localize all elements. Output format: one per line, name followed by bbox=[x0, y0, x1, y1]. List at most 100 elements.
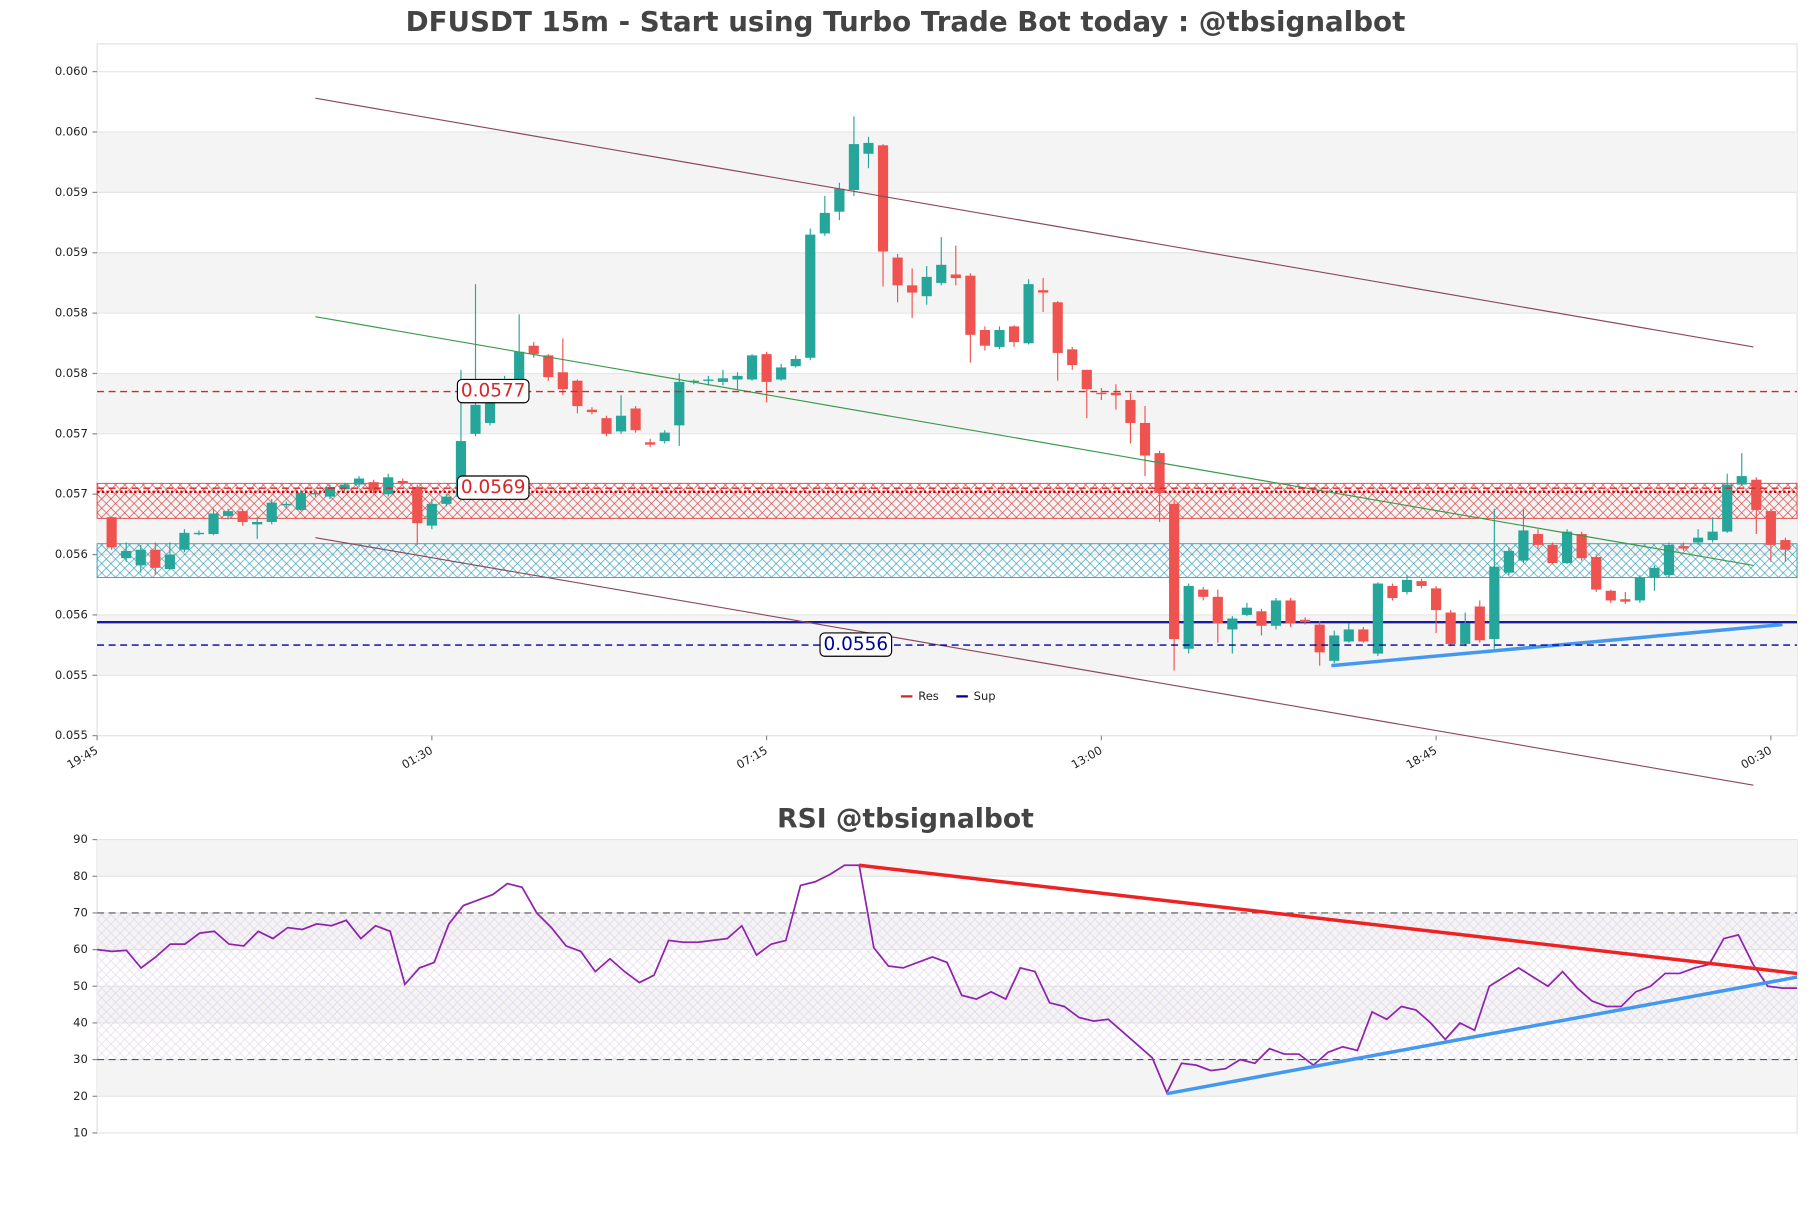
y-tick-label: 0.060 bbox=[55, 64, 88, 78]
candle-body bbox=[1314, 624, 1325, 653]
y-tick-label: 0.055 bbox=[55, 728, 88, 742]
candle-body bbox=[222, 511, 234, 516]
band bbox=[97, 252, 1798, 314]
candle-body bbox=[1212, 596, 1223, 624]
candle-body bbox=[193, 532, 205, 535]
candle-body bbox=[1343, 629, 1354, 642]
candle-body bbox=[572, 380, 583, 407]
candle-body bbox=[1241, 607, 1252, 615]
trend-line bbox=[1166, 975, 1798, 1096]
candle-body bbox=[237, 511, 248, 522]
candle-body bbox=[921, 276, 932, 297]
candle-body bbox=[994, 330, 1005, 347]
candle-body bbox=[557, 372, 568, 390]
candle-body bbox=[1532, 534, 1544, 545]
y-tick-label: 70 bbox=[73, 905, 88, 919]
candle-body bbox=[1038, 290, 1049, 293]
candle-body bbox=[615, 415, 627, 432]
candle-body bbox=[965, 275, 976, 335]
y-tick-label: 0.057 bbox=[55, 426, 88, 440]
candle-body bbox=[586, 409, 598, 413]
candle-body bbox=[441, 496, 452, 504]
level-label: 0.0556 bbox=[824, 634, 889, 655]
candle-body bbox=[1431, 588, 1442, 611]
candle-body bbox=[1489, 566, 1500, 640]
level-label-box bbox=[456, 475, 530, 500]
candle-body bbox=[514, 351, 525, 381]
candle-body bbox=[950, 274, 961, 279]
candle-body bbox=[353, 478, 365, 485]
level-label: 0.0577 bbox=[461, 381, 526, 402]
candle-body bbox=[834, 188, 845, 212]
candle-body bbox=[819, 212, 830, 234]
y-tick-label: 10 bbox=[73, 1125, 88, 1139]
candle-body bbox=[907, 285, 918, 293]
candle-body bbox=[1707, 531, 1718, 541]
y-tick-label: 0.057 bbox=[55, 487, 88, 501]
candle-body bbox=[659, 432, 670, 442]
candle-body bbox=[1518, 530, 1529, 561]
candle-body bbox=[164, 554, 175, 570]
level-label-box bbox=[819, 632, 893, 657]
candle-body bbox=[1023, 284, 1034, 344]
y-tick-label: 90 bbox=[73, 832, 88, 846]
candle-body bbox=[1692, 537, 1704, 543]
zone bbox=[96, 482, 1798, 519]
candle-body bbox=[1401, 579, 1413, 592]
candle-body bbox=[805, 234, 816, 358]
candle-body bbox=[1096, 392, 1107, 395]
band bbox=[97, 132, 1798, 193]
candle-body bbox=[1387, 585, 1398, 599]
candle-body bbox=[1198, 589, 1209, 597]
candle-body bbox=[1139, 422, 1151, 456]
candle-body bbox=[412, 486, 423, 524]
candle-body bbox=[674, 381, 685, 426]
band bbox=[97, 373, 1798, 434]
candle-body bbox=[1416, 581, 1427, 586]
candle-body bbox=[645, 442, 656, 445]
candle-body bbox=[1052, 302, 1063, 353]
candle-body bbox=[1445, 612, 1456, 644]
candle-body bbox=[1081, 369, 1092, 390]
candle-body bbox=[1663, 544, 1675, 576]
candle-body bbox=[1285, 600, 1296, 624]
candle-body bbox=[1358, 629, 1369, 642]
trend-line bbox=[315, 316, 1754, 566]
band bbox=[97, 1059, 1798, 1097]
candle-body bbox=[1183, 585, 1194, 649]
candle-body bbox=[1169, 503, 1180, 640]
trend-line bbox=[315, 97, 1754, 348]
candle-body bbox=[208, 513, 219, 535]
candle-body bbox=[1765, 511, 1776, 545]
trend-line bbox=[858, 863, 1798, 976]
candle-body bbox=[936, 264, 947, 283]
candle-body bbox=[528, 345, 539, 355]
zone bbox=[96, 543, 1798, 578]
candle-body bbox=[1503, 550, 1514, 573]
rsi-line bbox=[96, 864, 1798, 1095]
candle-body bbox=[1270, 600, 1282, 626]
rsi-band bbox=[97, 912, 1798, 1060]
candle-body bbox=[106, 517, 117, 548]
candle-body bbox=[252, 521, 263, 525]
y-tick-label: 0.056 bbox=[55, 547, 88, 561]
candle-body bbox=[732, 375, 743, 380]
candle-body bbox=[1591, 556, 1602, 590]
candle-body bbox=[397, 480, 408, 484]
candle-body bbox=[1372, 583, 1383, 654]
chart-title: DFUSDT 15m - Start using Turbo Trade Bot… bbox=[406, 5, 1406, 38]
y-tick-label: 20 bbox=[73, 1089, 88, 1103]
y-tick-label: 0.059 bbox=[55, 185, 88, 199]
candle-body bbox=[135, 549, 146, 566]
band bbox=[97, 839, 1798, 877]
candle-body bbox=[877, 145, 889, 252]
y-tick-label: 60 bbox=[73, 942, 88, 956]
candle-body bbox=[1067, 349, 1078, 366]
candle-body bbox=[1008, 326, 1020, 343]
y-tick-label: 40 bbox=[73, 1015, 88, 1029]
candle-body bbox=[1634, 577, 1645, 601]
legend-label: Res bbox=[918, 689, 939, 703]
level-label: 0.0569 bbox=[461, 477, 526, 498]
y-tick-label: 0.060 bbox=[55, 125, 88, 139]
candle-body bbox=[1678, 546, 1689, 549]
